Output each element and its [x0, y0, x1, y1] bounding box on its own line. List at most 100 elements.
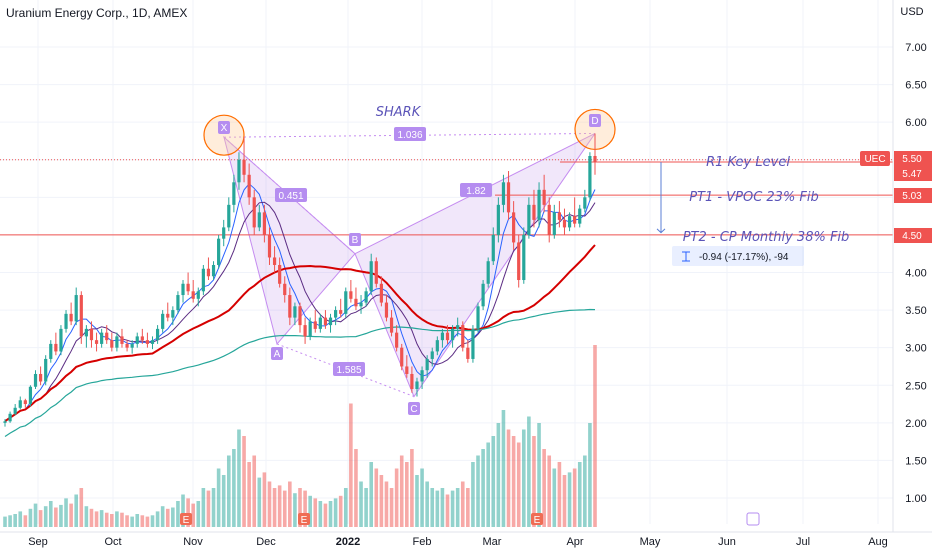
candle-body[interactable]	[278, 264, 282, 284]
candle-body[interactable]	[64, 313, 68, 329]
earnings-marker[interactable]	[180, 513, 192, 525]
candle-body[interactable]	[242, 159, 246, 175]
candle-body[interactable]	[557, 212, 561, 220]
candle-body[interactable]	[140, 336, 144, 341]
candle-body[interactable]	[272, 257, 277, 265]
candle-body[interactable]	[89, 328, 94, 341]
candle-body[interactable]	[120, 336, 124, 344]
candle-body[interactable]	[308, 321, 312, 337]
candle-body[interactable]	[79, 295, 83, 337]
candle-body[interactable]	[420, 370, 424, 382]
candle-body[interactable]	[59, 328, 63, 352]
candle-body[interactable]	[8, 413, 12, 422]
candle-body[interactable]	[13, 407, 17, 414]
candle-body[interactable]	[28, 386, 33, 405]
price-axis[interactable]: USD1.001.502.002.503.003.504.004.505.005…	[860, 0, 932, 550]
candle-body[interactable]	[440, 332, 445, 341]
earnings-marker[interactable]	[298, 513, 310, 525]
candle-body[interactable]	[222, 227, 226, 239]
candle-body[interactable]	[334, 310, 338, 318]
candle-body[interactable]	[425, 358, 429, 371]
candle-body[interactable]	[562, 219, 567, 228]
candle-body[interactable]	[354, 298, 358, 307]
earnings-marker[interactable]	[746, 512, 760, 526]
candle-body[interactable]	[262, 212, 266, 235]
candle-body[interactable]	[110, 340, 114, 348]
candle-body[interactable]	[23, 400, 27, 405]
candle-body[interactable]	[506, 182, 511, 213]
candle-body[interactable]	[578, 208, 582, 224]
candle-body[interactable]	[181, 283, 185, 296]
candle-body[interactable]	[486, 261, 490, 284]
candle-body[interactable]	[186, 283, 190, 292]
candle-body[interactable]	[491, 234, 495, 262]
candle-body[interactable]	[339, 310, 343, 314]
candle-body[interactable]	[49, 343, 53, 359]
candle-body[interactable]	[364, 291, 368, 303]
candle-body[interactable]	[552, 212, 556, 235]
candle-body[interactable]	[501, 182, 506, 205]
candle-body[interactable]	[176, 295, 180, 311]
candle-body[interactable]	[18, 400, 22, 408]
candle-body[interactable]	[135, 336, 139, 344]
candle-body[interactable]	[466, 347, 470, 359]
candle-body[interactable]	[583, 197, 587, 209]
candle-body[interactable]	[298, 306, 302, 326]
candle-body[interactable]	[405, 366, 409, 374]
candle-body[interactable]	[267, 234, 272, 258]
time-axis[interactable]: Sep Oct Nov Dec 2022 Feb Mar Apr May Jun Jul Aug	[0, 531, 932, 548]
candle-body[interactable]	[211, 264, 216, 277]
candle-body[interactable]	[323, 317, 328, 326]
candle-body[interactable]	[435, 340, 439, 352]
candle-body[interactable]	[84, 328, 88, 337]
candle-body[interactable]	[303, 325, 307, 337]
candle-body[interactable]	[3, 421, 7, 423]
candle-body[interactable]	[379, 283, 383, 303]
candle-body[interactable]	[400, 347, 404, 367]
candle-body[interactable]	[161, 313, 165, 329]
candle-body[interactable]	[374, 261, 378, 284]
candle-body[interactable]	[542, 189, 546, 205]
candle-body[interactable]	[44, 358, 48, 382]
candle-body[interactable]	[532, 204, 536, 220]
candle-body[interactable]	[445, 332, 450, 341]
candle-body[interactable]	[288, 295, 292, 318]
candle-body[interactable]	[517, 242, 521, 281]
candle-body[interactable]	[456, 325, 460, 329]
candle-body[interactable]	[145, 340, 150, 344]
candle-body[interactable]	[328, 317, 333, 326]
candle-body[interactable]	[252, 197, 256, 228]
candle-body[interactable]	[512, 212, 516, 243]
candle-body[interactable]	[155, 328, 160, 341]
candle-body[interactable]	[247, 174, 251, 198]
candle-body[interactable]	[476, 306, 480, 329]
candle-body[interactable]	[593, 155, 597, 163]
candle-body[interactable]	[283, 283, 287, 296]
candle-body[interactable]	[547, 204, 551, 235]
candle-body[interactable]	[384, 302, 389, 318]
candle-body[interactable]	[573, 216, 577, 224]
candle-body[interactable]	[344, 291, 348, 314]
candle-body[interactable]	[130, 343, 134, 348]
candle-body[interactable]	[369, 261, 373, 292]
candle-body[interactable]	[39, 373, 43, 382]
candle-body[interactable]	[115, 336, 119, 348]
candle-body[interactable]	[359, 302, 363, 307]
candle-body[interactable]	[74, 295, 78, 322]
candlesticks[interactable]	[3, 133, 597, 427]
candle-body[interactable]	[206, 268, 211, 277]
candle-body[interactable]	[217, 238, 221, 265]
candle-body[interactable]	[395, 332, 399, 348]
earnings-marker[interactable]	[531, 513, 543, 525]
candle-body[interactable]	[415, 381, 419, 390]
candle-body[interactable]	[450, 328, 455, 341]
candle-body[interactable]	[537, 189, 541, 220]
candle-body[interactable]	[201, 268, 205, 292]
candle-body[interactable]	[125, 343, 129, 348]
candle-body[interactable]	[100, 332, 104, 344]
candle-body[interactable]	[522, 234, 526, 281]
candle-body[interactable]	[293, 306, 297, 318]
candle-body[interactable]	[567, 216, 572, 228]
candle-body[interactable]	[461, 325, 465, 348]
